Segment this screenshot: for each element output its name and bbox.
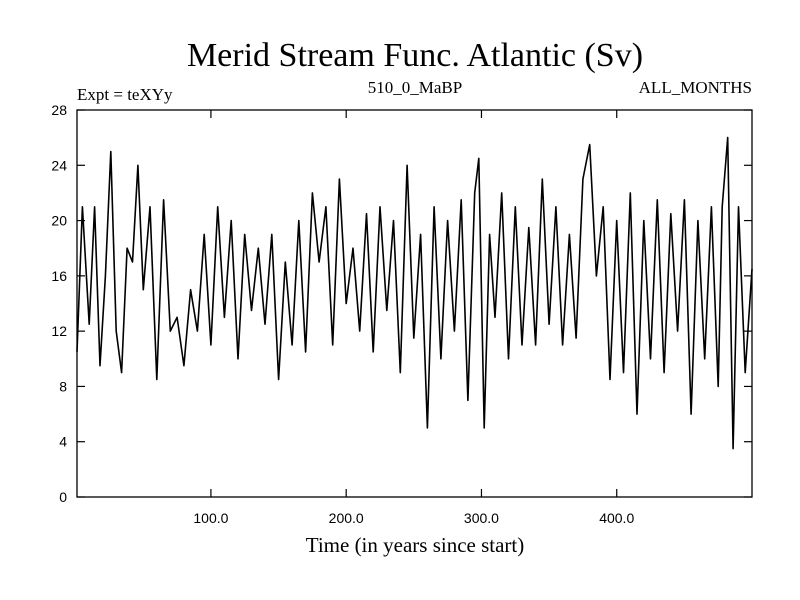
- chart-title: Merid Stream Func. Atlantic (Sv): [187, 37, 643, 74]
- x-axis: 100.0 200.0 300.0 400.0: [193, 110, 634, 526]
- x-tick-label: 300.0: [464, 510, 499, 526]
- y-tick-label: 4: [59, 434, 67, 450]
- y-tick-label: 0: [59, 489, 67, 505]
- y-axis: 0 4 8 12 16 20 24 28: [51, 102, 752, 505]
- x-tick-label: 400.0: [599, 510, 634, 526]
- y-tick-label: 28: [51, 102, 67, 118]
- y-tick-label: 24: [51, 157, 67, 173]
- months-label: ALL_MONTHS: [639, 78, 752, 97]
- x-tick-label: 100.0: [193, 510, 228, 526]
- expt-label: Expt = teXYy: [77, 85, 173, 104]
- y-tick-label: 8: [59, 378, 67, 394]
- plot-area: 0 4 8 12 16 20 24 28 100.0 200.0 300.0 400.0: [51, 102, 753, 526]
- series-line: [76, 136, 753, 450]
- x-tick-label: 200.0: [329, 510, 364, 526]
- plot-frame: [76, 109, 753, 498]
- run-label: 510_0_MaBP: [368, 78, 462, 97]
- x-axis-label: Time (in years since start): [306, 533, 525, 557]
- y-tick-label: 16: [51, 268, 67, 284]
- y-tick-label: 20: [51, 213, 67, 229]
- y-tick-label: 12: [51, 323, 67, 339]
